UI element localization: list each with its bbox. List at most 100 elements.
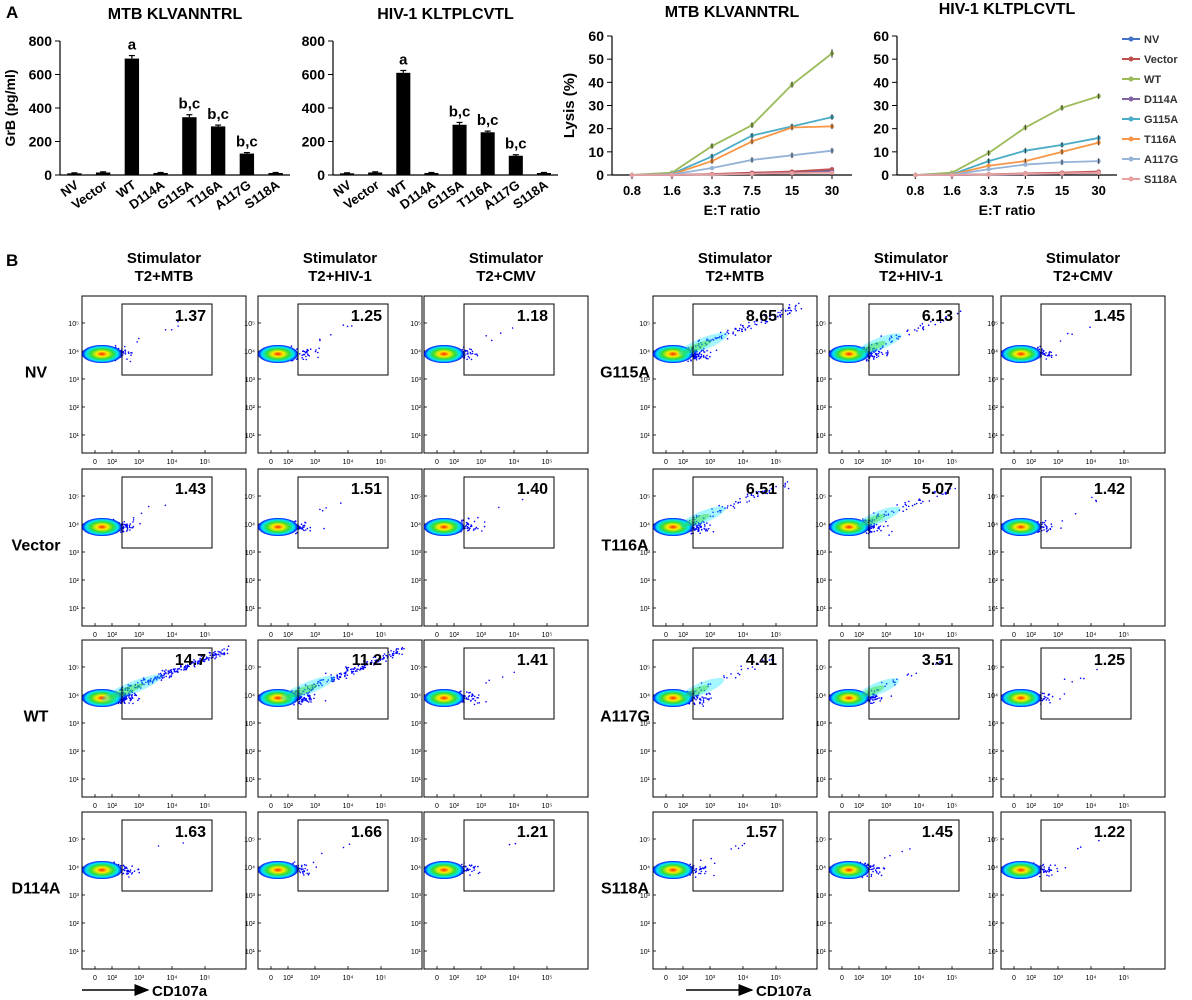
- event-density-core: [424, 689, 464, 707]
- event-dot: [122, 352, 125, 354]
- event-dot: [313, 693, 316, 696]
- event-dot: [397, 648, 400, 650]
- gate-percentage: 1.40: [517, 481, 548, 498]
- event-dot: [302, 528, 304, 531]
- event-dot: [780, 309, 783, 312]
- event-dot: [1043, 353, 1046, 356]
- event-dot: [1047, 697, 1049, 699]
- gate-percentage: 1.18: [517, 308, 548, 325]
- event-dot: [351, 672, 353, 674]
- flow-cytometry-grid: StimulatorT2+MTBStimulatorT2+HIV-1Stimul…: [12, 250, 1166, 1000]
- x-tick-label: 10⁵: [542, 803, 553, 810]
- x-axis-label: E:T ratio: [704, 202, 761, 218]
- event-dot: [866, 863, 869, 866]
- event-dot: [1063, 678, 1066, 680]
- event-dot: [396, 647, 398, 650]
- x-tick-label: 10³: [1053, 803, 1064, 810]
- event-dot: [324, 672, 327, 675]
- event-dot: [474, 353, 477, 356]
- event-dot: [303, 353, 305, 356]
- event-dot: [303, 529, 305, 532]
- event-dot: [348, 843, 351, 845]
- event-dot: [390, 650, 392, 652]
- event-dot: [708, 697, 710, 700]
- event-dot: [734, 676, 737, 679]
- event-dot: [1048, 875, 1050, 877]
- event-dot: [904, 503, 907, 506]
- series-line-s118a: [632, 171, 833, 176]
- gate-percentage: 1.22: [1094, 824, 1125, 841]
- x-tick-label: 10⁵: [1119, 803, 1130, 810]
- y-tick-label: 10²: [69, 405, 80, 412]
- y-tick-label: 10⁴: [410, 693, 421, 700]
- y-tick-label: 400: [29, 100, 53, 116]
- event-density-core: [258, 345, 298, 363]
- y-tick-label: 10⁴: [987, 522, 998, 529]
- event-dot: [919, 324, 922, 327]
- event-dot: [740, 665, 742, 667]
- event-dot: [299, 527, 301, 530]
- event-dot: [896, 504, 898, 506]
- x-tick-label: 10⁴: [343, 803, 354, 810]
- event-dot: [780, 313, 783, 316]
- event-dot: [346, 669, 349, 672]
- event-dot: [779, 311, 781, 314]
- x-tick-label: 10³: [476, 459, 487, 466]
- event-dot: [353, 673, 355, 675]
- event-dot: [473, 869, 475, 871]
- event-dot: [734, 327, 736, 330]
- event-dot: [705, 356, 707, 359]
- y-tick-label: 10³: [411, 377, 422, 384]
- y-tick-label: 10²: [69, 749, 80, 756]
- event-dot: [918, 499, 920, 502]
- event-dot: [1045, 528, 1048, 530]
- event-dot: [730, 673, 732, 675]
- y-tick-label: 10⁴: [815, 693, 826, 700]
- gate-percentage: 1.45: [1094, 308, 1125, 325]
- data-point: [986, 163, 991, 168]
- y-tick-label: 10²: [69, 578, 80, 585]
- x-tick-label: 0.8: [623, 183, 641, 198]
- data-point: [1023, 171, 1028, 177]
- event-dot: [886, 354, 888, 357]
- x-tick-label: 10⁴: [914, 803, 925, 810]
- event-dot: [133, 870, 136, 872]
- gate-percentage: 14.7: [175, 652, 206, 669]
- event-dot: [777, 311, 779, 314]
- event-dot: [150, 678, 152, 680]
- y-tick-label: 10⁴: [639, 349, 650, 356]
- flow-plot: 10¹ 10² 10³ 10⁴ 10⁵ 0 10² 10³ 10⁴ 10⁵ 1.66: [244, 811, 423, 982]
- event-dot: [746, 326, 749, 329]
- y-tick-label: 10⁴: [410, 522, 421, 529]
- legend-swatch-marker: [1128, 36, 1134, 42]
- y-tick-label: 10²: [411, 405, 422, 412]
- x-tick-label: 10⁴: [738, 975, 749, 982]
- event-dot: [736, 329, 739, 332]
- event-dot: [471, 350, 474, 353]
- event-dot: [185, 668, 187, 671]
- x-tick-label: 10²: [107, 632, 118, 639]
- event-dot: [1059, 698, 1061, 700]
- y-tick-label: 10⁵: [987, 665, 998, 672]
- gate-percentage: 11.2: [352, 652, 382, 669]
- event-dot: [163, 670, 166, 672]
- event-dot: [1043, 526, 1045, 529]
- event-dot: [705, 528, 708, 531]
- event-dot: [1055, 354, 1057, 356]
- event-dot: [890, 695, 893, 697]
- column-header-target: T2+HIV-1: [879, 268, 943, 285]
- event-dot: [700, 699, 702, 701]
- event-dot: [303, 526, 305, 528]
- event-dot: [385, 660, 387, 662]
- x-tick-label: 30: [1091, 183, 1105, 198]
- flow-plot: 10¹ 10² 10³ 10⁴ 10⁵ 0 10² 10³ 10⁴ 10⁵ 11.2: [244, 639, 423, 810]
- event-dot: [784, 309, 787, 312]
- event-dot: [302, 872, 304, 874]
- event-dot: [1048, 871, 1050, 873]
- event-dot: [307, 873, 310, 876]
- gate-percentage: 3.51: [922, 652, 953, 669]
- event-dot: [124, 345, 126, 348]
- x-tick-label: 0: [269, 975, 273, 982]
- x-tick-label: 0: [1012, 632, 1016, 639]
- event-dot: [732, 505, 735, 508]
